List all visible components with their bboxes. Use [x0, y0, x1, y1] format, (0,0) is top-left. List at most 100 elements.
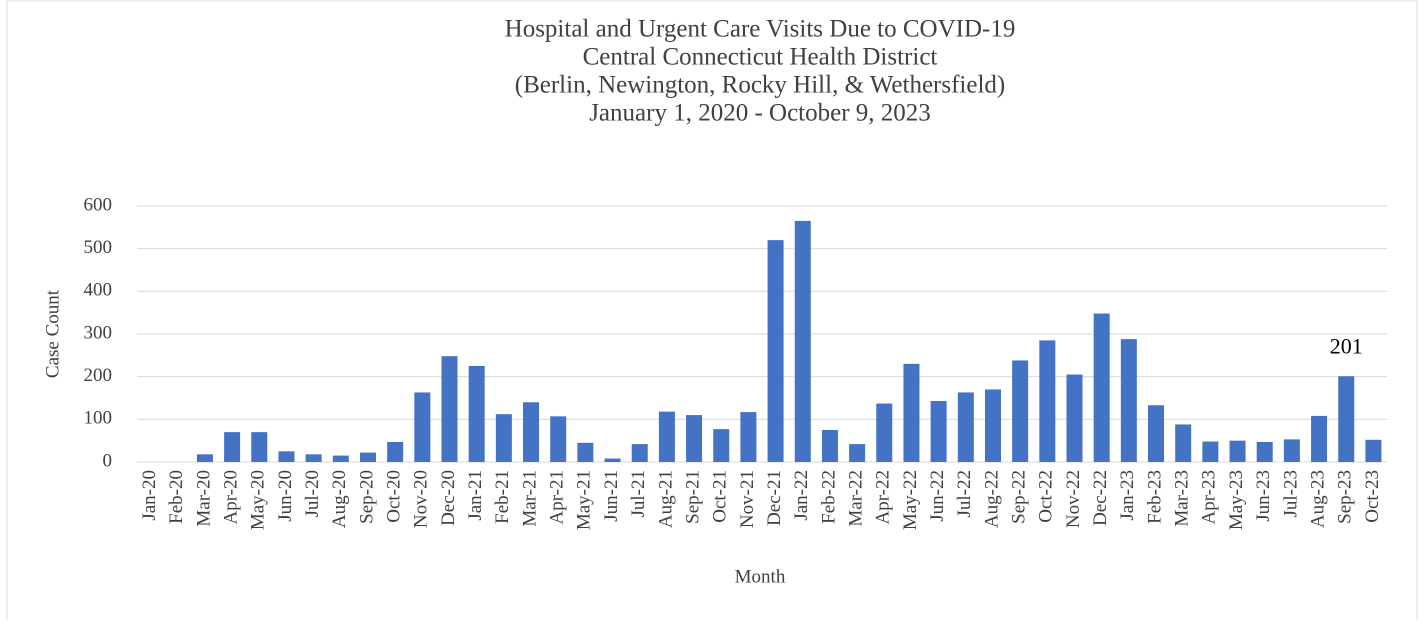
x-tick-label: Jun-22 [927, 470, 948, 522]
y-tick-label: 0 [103, 450, 113, 471]
x-tick-label: Sep-23 [1335, 470, 1356, 524]
x-tick-label: Mar-22 [845, 470, 866, 527]
x-tick-label: Apr-23 [1199, 470, 1220, 525]
x-tick-label: Jul-23 [1280, 470, 1301, 518]
x-tick-label: Sep-21 [682, 470, 703, 524]
y-tick-label: 400 [84, 280, 113, 301]
bar [1012, 360, 1029, 462]
y-axis-label: Case Count [42, 289, 63, 378]
x-tick-label: Apr-21 [547, 470, 568, 525]
x-tick-label: May-21 [574, 470, 595, 530]
bar [495, 414, 512, 462]
bar [930, 400, 947, 462]
bar [740, 412, 757, 462]
x-tick-label: Apr-22 [873, 470, 894, 525]
bar [767, 240, 784, 462]
chart-frame [6, 0, 1418, 625]
bar [550, 416, 567, 462]
x-tick-label: Aug-21 [655, 470, 676, 528]
bar [1229, 440, 1246, 462]
x-tick-label: Jul-22 [954, 470, 975, 518]
x-tick-label: Feb-20 [166, 470, 187, 524]
bar [631, 444, 648, 462]
chart-title: (Berlin, Newington, Rocky Hill, & Wether… [515, 72, 1006, 99]
x-tick-label: Aug-23 [1307, 470, 1328, 528]
bar [523, 402, 540, 462]
x-tick-label: Jul-20 [302, 470, 323, 518]
x-tick-label: Aug-20 [329, 470, 350, 528]
x-tick-label: May-22 [900, 470, 921, 530]
x-tick-label: May-20 [248, 470, 269, 530]
data-label: 201 [1330, 333, 1363, 358]
x-tick-label: Oct-22 [1036, 470, 1057, 523]
x-tick-label: Jun-21 [601, 470, 622, 522]
x-tick-label: Mar-21 [519, 470, 540, 527]
bar [196, 454, 213, 462]
bar [1256, 441, 1273, 462]
bar [1283, 439, 1300, 462]
chart-title: January 1, 2020 - October 9, 2023 [589, 100, 931, 127]
x-axis-label: Month [735, 566, 786, 587]
x-tick-label: Jul-21 [628, 470, 649, 518]
x-tick-label: Dec-22 [1090, 470, 1111, 526]
x-tick-label: Apr-20 [220, 470, 241, 525]
x-tick-label: Jun-20 [275, 470, 296, 522]
bar [1148, 405, 1165, 462]
y-tick-label: 500 [84, 237, 113, 258]
x-tick-label: Dec-21 [764, 470, 785, 526]
bar [1311, 415, 1328, 462]
y-tick-label: 300 [84, 322, 113, 343]
bar [713, 429, 730, 462]
x-tick-label: Oct-21 [710, 470, 731, 523]
bar [849, 444, 866, 462]
bar [577, 442, 594, 462]
bar [686, 415, 703, 462]
chart-title: Hospital and Urgent Care Visits Due to C… [505, 16, 1016, 43]
x-tick-label: Jun-23 [1253, 470, 1274, 522]
bar [1066, 374, 1083, 462]
x-tick-label: Nov-20 [411, 470, 432, 528]
y-tick-label: 200 [84, 365, 113, 386]
bar [1365, 439, 1382, 462]
bar [903, 363, 920, 462]
bar [468, 366, 485, 462]
x-tick-label: Mar-20 [193, 470, 214, 527]
bar [1175, 424, 1192, 462]
bar [1093, 313, 1110, 462]
bar [359, 452, 376, 462]
x-tick-label: Oct-20 [384, 470, 405, 523]
chart-title: Central Connecticut Health District [583, 44, 938, 71]
x-tick-label: Jan-23 [1117, 470, 1138, 521]
x-tick-label: Jan-20 [139, 470, 160, 521]
bar [658, 411, 675, 462]
bar [1202, 441, 1219, 462]
bar [1039, 340, 1056, 462]
bar [414, 392, 431, 462]
x-tick-label: Feb-23 [1144, 470, 1165, 524]
bar [1338, 376, 1355, 462]
bar [441, 356, 458, 462]
bar [387, 441, 404, 462]
x-tick-label: Aug-22 [981, 470, 1002, 528]
x-tick-label: Feb-22 [818, 470, 839, 524]
bar [305, 454, 322, 462]
x-tick-label: Nov-21 [737, 470, 758, 528]
bar [876, 403, 893, 462]
bar [821, 430, 838, 462]
x-tick-label: Nov-22 [1063, 470, 1084, 528]
bar [278, 451, 295, 462]
x-tick-label: Sep-22 [1009, 470, 1030, 524]
bar [794, 220, 811, 462]
x-tick-label: Jan-22 [791, 470, 812, 521]
bar [251, 432, 268, 462]
bar [332, 455, 349, 462]
y-tick-label: 600 [84, 194, 113, 215]
x-tick-label: May-23 [1226, 470, 1247, 530]
x-tick-label: Feb-21 [492, 470, 513, 524]
bar [1120, 339, 1137, 462]
x-tick-label: Oct-23 [1362, 470, 1383, 523]
bar [984, 389, 1001, 462]
bar [604, 458, 621, 462]
bar [224, 432, 241, 462]
